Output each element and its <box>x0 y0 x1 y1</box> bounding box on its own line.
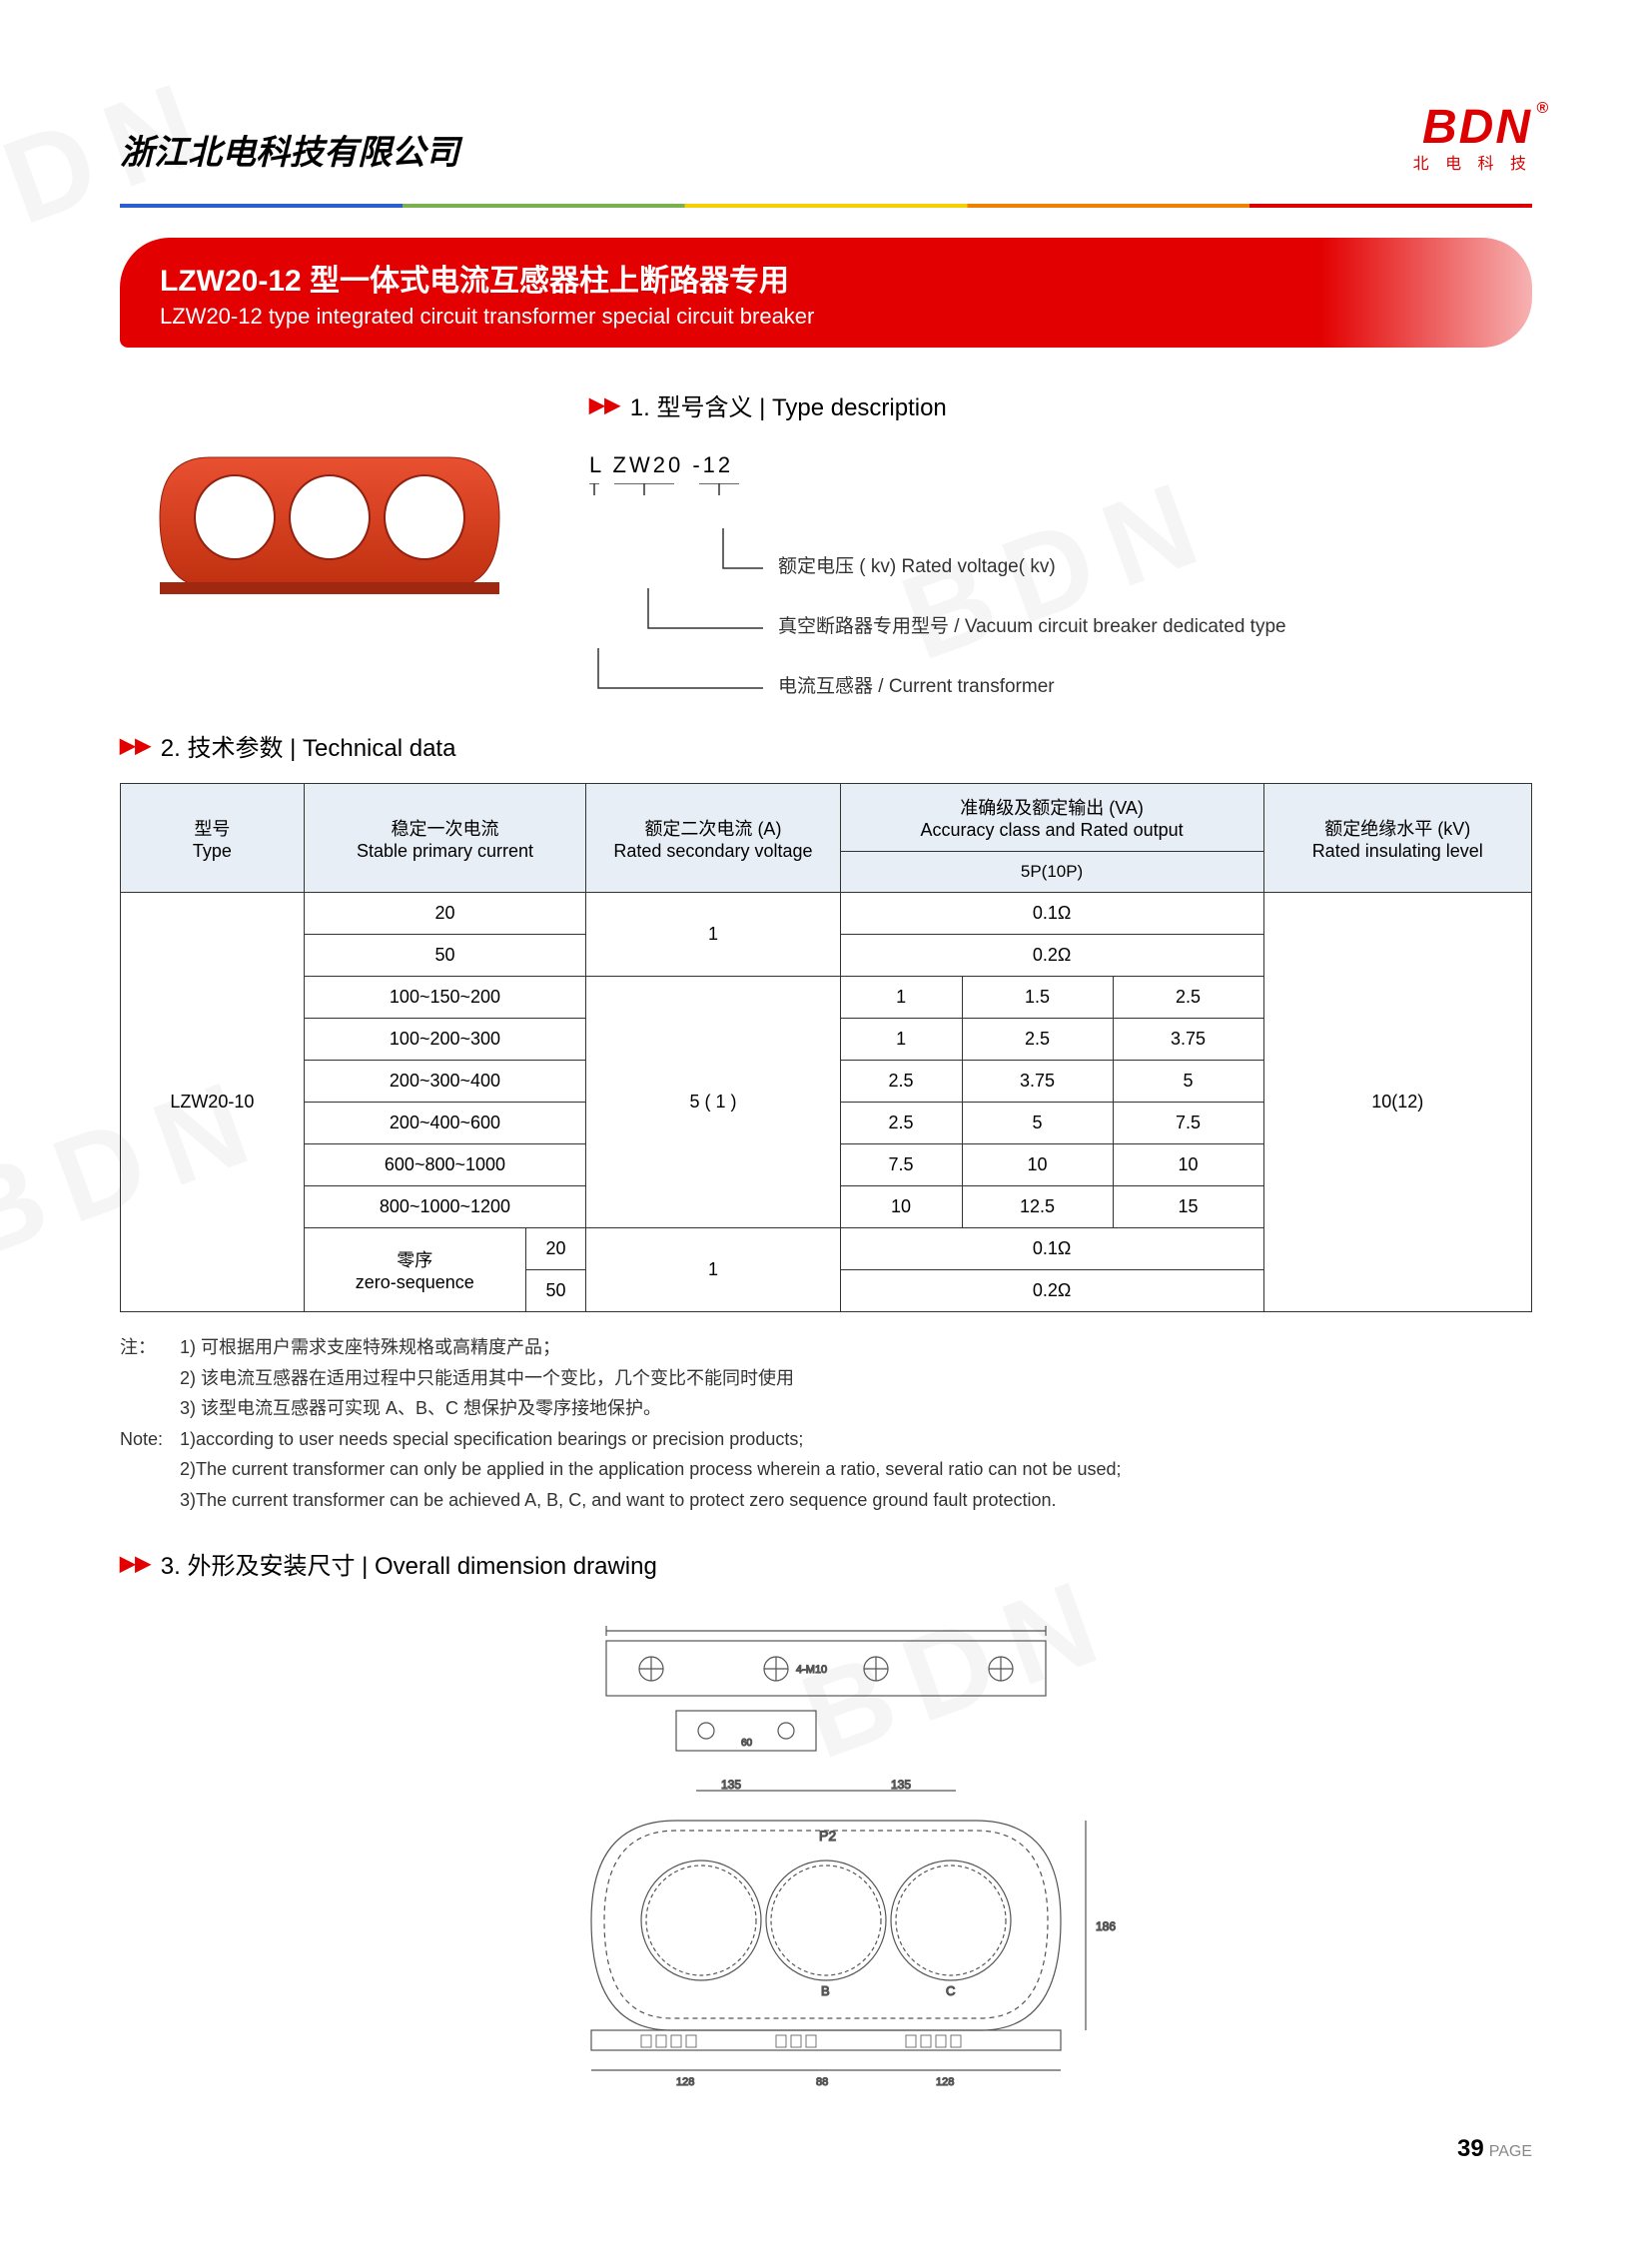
svg-text:88: 88 <box>816 2076 828 2088</box>
title-banner: LZW20-12 型一体式电流互感器柱上断路器专用 LZW20-12 type … <box>120 238 1532 348</box>
type-underline <box>589 483 789 503</box>
page-header: 浙江北电科技有限公司 BDN 北 电 科 技 <box>120 100 1532 174</box>
banner-title-en: LZW20-12 type integrated circuit transfo… <box>160 304 1492 330</box>
arrow-icon: ▶▶ <box>589 392 620 417</box>
svg-text:135: 135 <box>891 1778 911 1792</box>
spec-table: 型号Type 稳定一次电流Stable primary current 额定二次… <box>120 783 1532 1312</box>
type-line-1: 额定电压 ( kv) Rated voltage( kv) <box>778 551 1056 578</box>
color-divider <box>120 204 1532 208</box>
section3-title: 3. 外形及安装尺寸 | Overall dimension drawing <box>161 1546 657 1581</box>
page-number: 39PAGE <box>120 2135 1532 2163</box>
brand-logo: BDN 北 电 科 技 <box>1413 100 1532 174</box>
section2-header: ▶▶ 2. 技术参数 | Technical data <box>120 728 1532 763</box>
arrow-icon: ▶▶ <box>120 733 151 758</box>
logo-text: BDN <box>1413 100 1532 155</box>
type-line-3: 电流互感器 / Current transformer <box>778 671 1055 698</box>
svg-text:135: 135 <box>721 1778 741 1792</box>
svg-text:B: B <box>821 1983 830 1998</box>
section2-title: 2. 技术参数 | Technical data <box>161 728 456 763</box>
arrow-icon: ▶▶ <box>120 1551 151 1576</box>
dimension-drawing: 4-M10 60 135 135 P2 B C <box>120 1611 1532 2095</box>
section1-header: ▶▶ 1. 型号含义 | Type description <box>589 387 1532 422</box>
section1-title: 1. 型号含义 | Type description <box>630 387 947 422</box>
svg-text:C: C <box>946 1983 955 1998</box>
company-name: 浙江北电科技有限公司 <box>120 125 459 174</box>
svg-text:60: 60 <box>741 1738 753 1749</box>
svg-text:128: 128 <box>936 2076 954 2088</box>
type-code: L ZW20 -12 <box>589 452 1532 478</box>
svg-text:P2: P2 <box>819 1828 836 1844</box>
banner-title-cn: LZW20-12 型一体式电流互感器柱上断路器专用 <box>160 256 1492 300</box>
notes-block: 注：1) 可根据用户需求支座特殊规格或高精度产品； 2) 该电流互感器在适用过程… <box>120 1332 1532 1516</box>
svg-text:186: 186 <box>1096 1919 1116 1933</box>
type-line-2: 真空断路器专用型号 / Vacuum circuit breaker dedic… <box>778 611 1286 638</box>
section3-header: ▶▶ 3. 外形及安装尺寸 | Overall dimension drawin… <box>120 1546 1532 1581</box>
svg-text:4-M10: 4-M10 <box>796 1664 827 1676</box>
svg-text:128: 128 <box>676 2076 694 2088</box>
product-image <box>120 387 539 647</box>
